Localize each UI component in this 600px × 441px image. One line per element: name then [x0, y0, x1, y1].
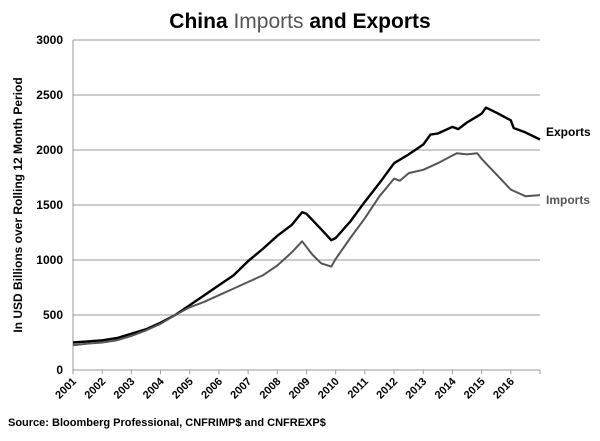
- y-tick-label: 500: [43, 308, 63, 322]
- y-axis-label: In USD Billions over Rolling 12 Month Pe…: [11, 77, 25, 332]
- title-part-1: China: [169, 10, 233, 33]
- x-tick-label: 2010: [316, 376, 342, 402]
- y-tick-label: 1500: [36, 198, 63, 212]
- x-tick-label: 2011: [346, 376, 371, 401]
- x-tick-label: 2013: [404, 376, 430, 402]
- source-note: Source: Bloomberg Professional, CNFRIMP$…: [8, 417, 326, 429]
- x-tick-label: 2008: [258, 376, 284, 402]
- y-tick-label: 3000: [36, 33, 63, 47]
- x-tick-label: 2016: [491, 376, 517, 402]
- x-tick-label: 2001: [53, 376, 79, 402]
- legend-label-imports: Imports: [546, 193, 590, 207]
- series-line-exports: [72, 106, 541, 344]
- x-tick-label: 2009: [287, 376, 313, 402]
- x-tick-label: 2002: [83, 376, 109, 402]
- y-tick-label: 0: [56, 363, 63, 377]
- x-tick-label: 2015: [462, 376, 488, 402]
- title-part-3: and Exports: [303, 10, 430, 33]
- series-line-imports: [72, 152, 541, 347]
- x-tick-label: 2005: [170, 376, 196, 402]
- x-tick-label: 2007: [228, 376, 254, 402]
- y-tick-label: 2500: [36, 88, 63, 102]
- series-lines: [72, 106, 541, 347]
- y-tick-label: 1000: [36, 253, 63, 267]
- x-tick-label: 2003: [112, 376, 138, 402]
- y-tick-labels: 0 500 1000 1500 2000 2500 3000: [36, 33, 63, 377]
- y-tick-label: 2000: [36, 143, 63, 157]
- x-tick-label: 2014: [433, 375, 459, 401]
- grid: [72, 39, 541, 374]
- x-tick-label: 2012: [374, 376, 400, 402]
- title-part-imports: Imports: [233, 10, 303, 33]
- chart-title: China Imports and Exports: [169, 10, 430, 33]
- legend-label-exports: Exports: [546, 125, 591, 139]
- x-tick-labels: 2001 2002 2003 2004 2005 2006 2007 2008 2009 2010…: [53, 375, 517, 401]
- x-tick-label: 2004: [141, 375, 167, 401]
- x-tick-label: 2006: [199, 376, 225, 402]
